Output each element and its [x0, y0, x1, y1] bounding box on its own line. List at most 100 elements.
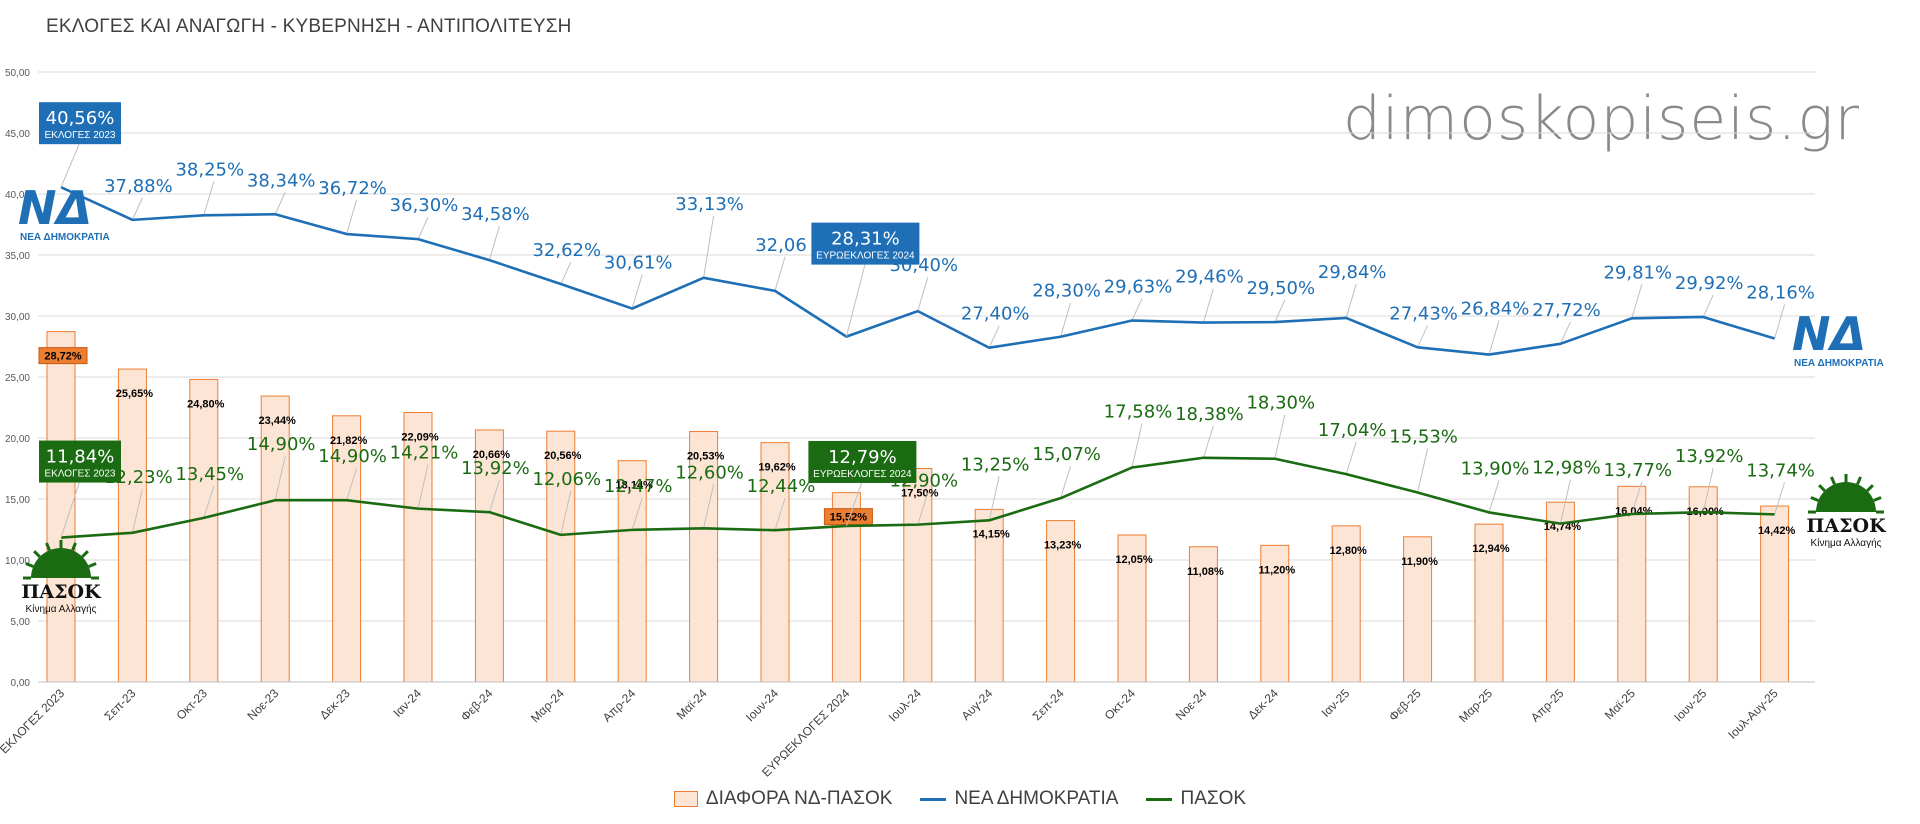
diff-bar[interactable] [260, 395, 290, 683]
leader-line [560, 490, 572, 535]
pasok-sun-ray [1810, 496, 1819, 502]
pasok-euro-callout-caption: ΕΥΡΩΕΚΛΟΓΕΣ 2024 [813, 469, 912, 480]
nd-value-label: 27,40% [961, 304, 1030, 325]
diff-bars [46, 331, 1790, 683]
nd-value-label: 32,06 [755, 235, 807, 256]
leader-line [1702, 468, 1714, 513]
diff-bar[interactable] [974, 508, 1004, 683]
leader-line [988, 325, 1000, 348]
legend-item-diff[interactable]: ΔΙΑΦΟΡΑ ΝΔ-ΠΑΣΟΚ [673, 788, 893, 810]
nd-value-label: 29,50% [1246, 278, 1315, 299]
pasok-sun-ray [1856, 476, 1862, 485]
pasok-value-label: 17,58% [1104, 402, 1173, 423]
nd-value-label: 29,63% [1104, 277, 1173, 298]
nd-value-label: 29,84% [1318, 262, 1387, 283]
diff-bar[interactable] [1331, 525, 1361, 683]
diff-bar[interactable] [1474, 523, 1504, 683]
leader-line [417, 216, 429, 240]
diff-bar[interactable] [1617, 485, 1647, 683]
y-tick-label: 25,00 [5, 373, 30, 384]
diff-bar[interactable] [1188, 546, 1218, 683]
diff-bar[interactable] [760, 442, 790, 683]
leader-line [1202, 425, 1214, 458]
pasok-value-label: 12,06% [532, 469, 601, 490]
leader-line [1774, 304, 1786, 339]
y-tick-label: 40,00 [5, 190, 30, 201]
leader-line [1417, 325, 1429, 348]
diff-bar[interactable] [332, 415, 362, 683]
diff-bar-label: 17,50% [901, 488, 939, 500]
diff-bar[interactable] [1117, 534, 1147, 683]
leader-line [131, 488, 143, 533]
pasok-value-label: 13,74% [1746, 460, 1815, 481]
pasok-value-label: 14,90% [318, 446, 387, 467]
diff-bar[interactable] [189, 378, 219, 683]
legend-item-pasok[interactable]: ΠΑΣΟΚ [1146, 788, 1246, 810]
leader-line [203, 181, 215, 216]
y-tick-label: 10,00 [5, 556, 30, 567]
diff-bar[interactable] [1688, 486, 1718, 683]
diff-bar[interactable] [1545, 501, 1575, 683]
diff-bar-label: 22,09% [401, 432, 439, 444]
diff-bar[interactable] [46, 331, 76, 683]
nd-value-label: 32,62% [532, 240, 601, 261]
x-tick-label: Φεβ-24 [458, 686, 496, 724]
x-tick-label: Νοε-24 [1173, 686, 1210, 723]
leader-line [1345, 283, 1357, 319]
x-axis: ΕΚΛΟΓΕΣ 2023 Σεπ-23 Οκτ-23 Νοε-23 Δεκ-23 Ιαν-… [0, 681, 1815, 780]
nd-logo-mark: ΝΔ [1792, 307, 1866, 361]
legend-swatch-pasok [1146, 797, 1173, 801]
pasok-logo-mark: ΠΑΣΟΚ [1806, 515, 1887, 537]
legend-item-nd[interactable]: ΝΕΑ ΔΗΜΟΚΡΑΤΙΑ [920, 788, 1118, 810]
pasok-sun-ray [1830, 476, 1836, 485]
diff-bar-label: 15,52% [830, 512, 868, 524]
x-tick-label: Μαρ-24 [528, 686, 567, 725]
leader-line [560, 261, 572, 285]
diff-bar-label: 20,66% [473, 449, 511, 461]
leader-line [631, 274, 643, 309]
diff-bar[interactable] [689, 431, 719, 683]
nd-value-label: 27,43% [1389, 303, 1458, 324]
leader-line [1488, 320, 1500, 355]
nd-logo-caption: ΝΕΑ ΔΗΜΟΚΡΑΤΙΑ [20, 232, 110, 243]
nd-logo-mark: ΝΔ [18, 181, 92, 235]
leader-line [703, 215, 715, 278]
pasok-line[interactable] [60, 456, 1775, 539]
pasok-value-label: 18,30% [1246, 393, 1315, 414]
y-tick-label: 30,00 [5, 312, 30, 323]
nd-value-label: 28,16% [1746, 282, 1815, 303]
diff-bar[interactable] [617, 460, 647, 683]
leader-line [346, 199, 358, 235]
nd-logo-caption: ΝΕΑ ΔΗΜΟΚΡΑΤΙΑ [1794, 358, 1884, 369]
pasok-sun-ray [88, 562, 97, 568]
nd-value-label: 38,25% [175, 159, 244, 180]
diff-bar-label: 12,94% [1472, 543, 1510, 555]
y-tick-label: 35,00 [5, 251, 30, 262]
diff-bar[interactable] [1403, 536, 1433, 683]
leader-line [917, 492, 929, 525]
nd-line[interactable] [60, 185, 1775, 356]
diff-bar[interactable] [1760, 505, 1790, 683]
leader-line [417, 464, 429, 509]
pasok-sun-ray [33, 550, 41, 558]
pasok-value-label: 12,44% [747, 476, 816, 497]
pasok-value-label: 13,77% [1603, 460, 1672, 481]
nd-value-label: 37,88% [104, 176, 173, 197]
diff-bar[interactable] [903, 468, 933, 683]
nd-euro-callout-box [811, 222, 920, 265]
pasok-value-label: 12,47% [604, 476, 673, 497]
leader-line [774, 498, 786, 531]
leader-line [1702, 294, 1714, 318]
pasok-sun-ray [1873, 496, 1882, 502]
diff-bar[interactable] [1046, 520, 1076, 683]
diff-bar-label: 11,90% [1401, 556, 1438, 568]
diff-bar[interactable] [117, 368, 147, 683]
pasok-sun-ray [25, 562, 34, 568]
legend-swatch-nd [920, 797, 947, 801]
leader-line [488, 225, 500, 261]
leader-line [774, 256, 786, 292]
legend-label-diff: ΔΙΑΦΟΡΑ ΝΔ-ΠΑΣΟΚ [705, 788, 893, 809]
x-tick-label: Σεπ-23 [101, 686, 138, 723]
